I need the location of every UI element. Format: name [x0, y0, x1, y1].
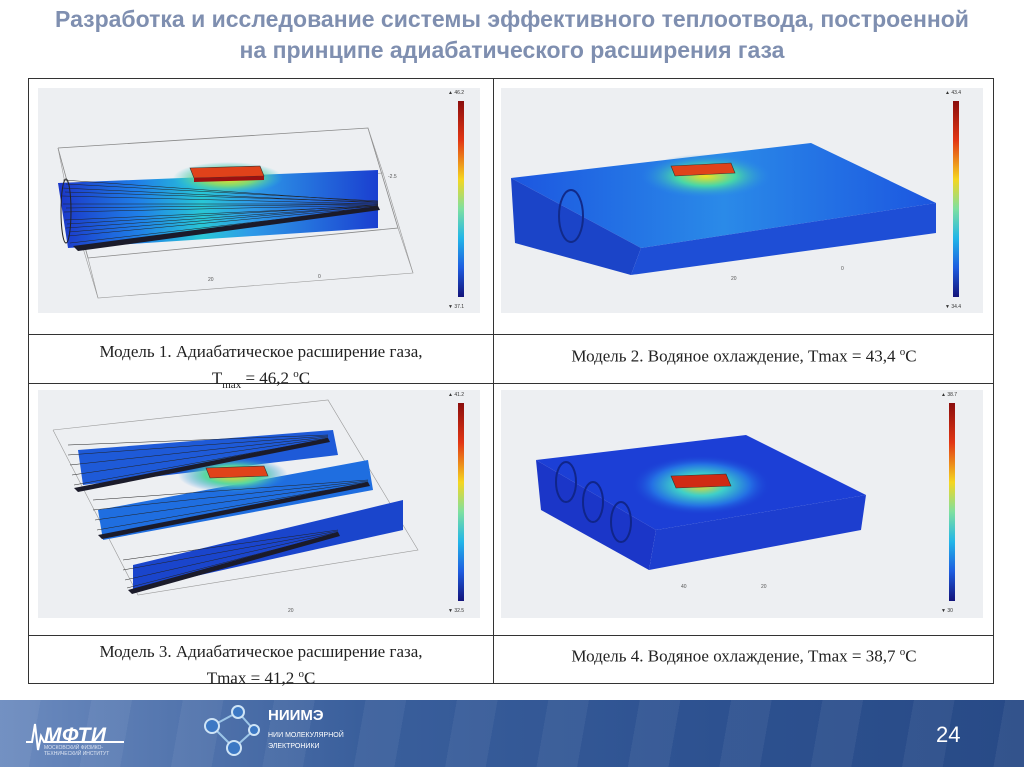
degree-symbol: o: [293, 368, 299, 380]
model1-simulation-image: -2.5 20 0 ▲ 46.2 ▼ 37.1: [38, 88, 480, 313]
niime-title: НИИМЭ: [268, 707, 324, 724]
colorbar-max: ▲ 41.2: [448, 392, 465, 398]
degree-symbol: o: [899, 346, 906, 358]
tmax-subscript: max: [222, 379, 242, 392]
unit-celsius: C: [905, 646, 917, 666]
colorbar-max: ▲ 43.4: [945, 90, 962, 96]
svg-text:0: 0: [841, 266, 844, 272]
svg-text:-2.5: -2.5: [388, 174, 397, 180]
model3-simulation-image: 20 ▲ 41.2 ▼ 32.5: [38, 390, 480, 618]
svg-text:20: 20: [731, 276, 737, 282]
model4-caption: Модель 4. Водяное охлаждение, Tmax = 38,…: [494, 641, 994, 668]
svg-text:20: 20: [761, 584, 767, 590]
model1-caption: Модель 1. Адиабатическое расширение газа…: [29, 341, 493, 396]
colorbar-min: ▼ 30: [941, 608, 953, 614]
unit-celsius: C: [905, 346, 917, 366]
colorbar-min: ▼ 32.5: [448, 608, 465, 614]
svg-text:20: 20: [208, 277, 214, 283]
model2-simulation-image: 20 0 ▲ 43.4 ▼ 34.4: [501, 88, 983, 313]
mfti-logo-text: МФТИ: [44, 724, 107, 747]
model3-caption-line2: Tmax = 41,2 oC: [29, 663, 493, 690]
unit-celsius: C: [298, 368, 311, 388]
colorbar-max: ▲ 46.2: [448, 90, 465, 96]
page-number: 24: [936, 722, 961, 747]
niime-molecule-icon: [204, 705, 260, 756]
model1-caption-line1: Модель 1. Адиабатическое расширение газа…: [99, 342, 423, 361]
tmax-value: = 46,2: [241, 368, 294, 388]
slide-title-line2: на принципе адиабатического расширения г…: [239, 37, 785, 63]
model1-caption-line2: Tmax = 46,2 oC: [29, 363, 493, 396]
model4-caption-text: Модель 4. Водяное охлаждение, Tmax = 38,…: [571, 646, 900, 666]
niime-subtitle-line2: ЭЛЕКТРОНИКИ: [268, 743, 320, 750]
svg-text:40: 40: [681, 584, 687, 590]
mfti-logo-subtitle: МОСКОВСКИЙ ФИЗИКО-ТЕХНИЧЕСКИЙ ИНСТИТУТ: [44, 745, 110, 757]
model2-caption-text: Модель 2. Водяное охлаждение, Tmax = 43,…: [571, 346, 900, 366]
colorbar: [458, 101, 464, 297]
svg-text:0: 0: [318, 274, 321, 280]
results-table: -2.5 20 0 ▲ 46.2 ▼ 37.1: [28, 78, 994, 688]
colorbar-min: ▼ 37.1: [448, 304, 465, 310]
model3-caption: Модель 3. Адиабатическое расширение газа…: [29, 641, 493, 690]
niime-subtitle: НИИ МОЛЕКУЛЯРНОЙ ЭЛЕКТРОНИКИ: [268, 730, 378, 752]
tmax-value: Tmax = 41,2: [206, 668, 299, 688]
table-divider-h2: [29, 383, 993, 384]
model4-simulation-image: 40 20 ▲ 38.7 ▼ 30: [501, 390, 983, 618]
colorbar-min: ▼ 34.4: [945, 304, 962, 310]
unit-celsius: C: [303, 668, 316, 688]
model3-caption-line1: Модель 3. Адиабатическое расширение газа…: [99, 642, 423, 661]
svg-text:20: 20: [288, 608, 294, 614]
model2-caption: Модель 2. Водяное охлаждение, Tmax = 43,…: [494, 341, 994, 368]
footer-bar: [0, 700, 1024, 767]
table-divider-h3: [29, 635, 993, 636]
table-divider-vertical: [493, 79, 494, 683]
degree-symbol: o: [899, 646, 906, 658]
footer-decoration: [0, 700, 1024, 767]
slide-title: Разработка и исследование системы эффект…: [0, 4, 1024, 66]
table-divider-h1: [29, 334, 993, 335]
colorbar-max: ▲ 38.7: [941, 392, 958, 398]
tmax-symbol: T: [211, 368, 223, 388]
niime-subtitle-line1: НИИ МОЛЕКУЛЯРНОЙ: [268, 732, 344, 739]
mfti-logo-icon: [26, 723, 124, 751]
slide-title-line1: Разработка и исследование системы эффект…: [55, 6, 969, 32]
degree-symbol: o: [298, 668, 304, 680]
